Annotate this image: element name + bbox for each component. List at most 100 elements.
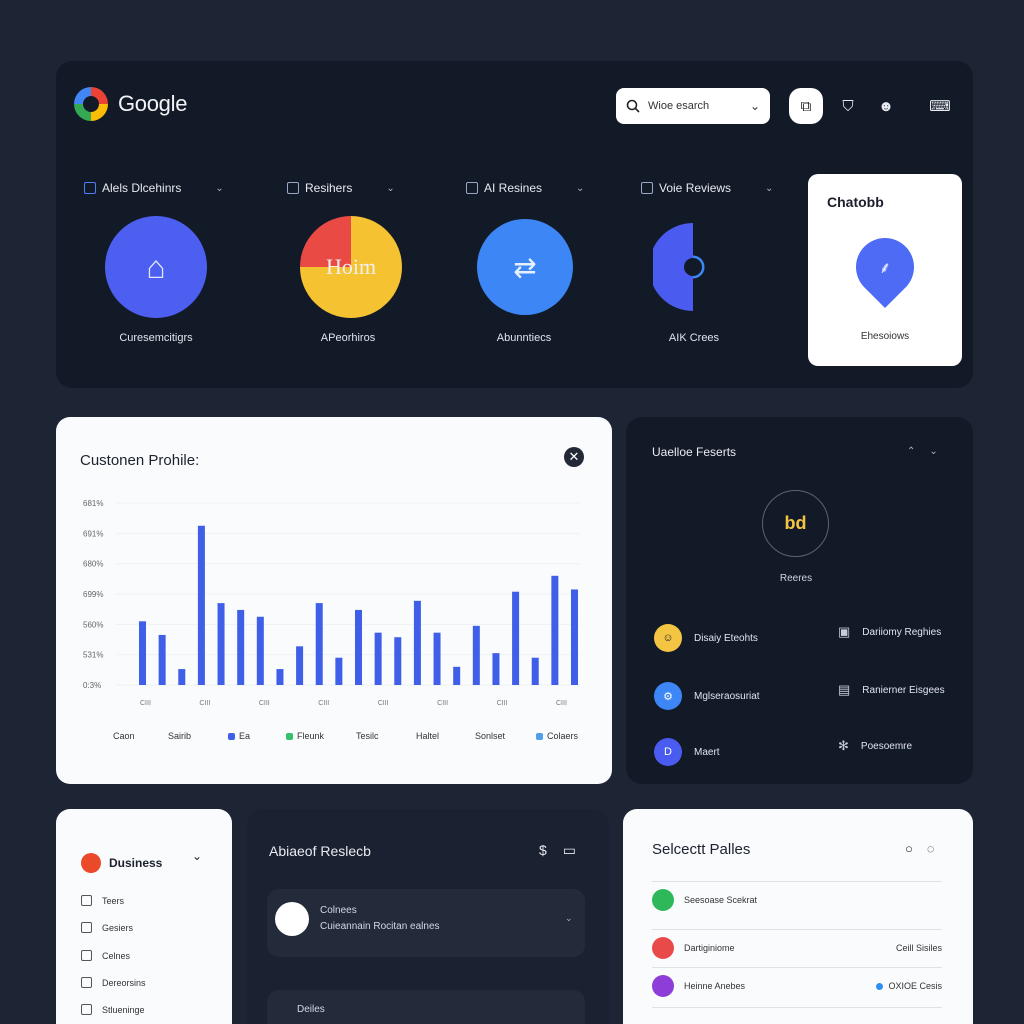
item-label: Ranierner Eisgees	[862, 684, 945, 696]
chart-bar[interactable]	[433, 632, 441, 685]
x-tick-label: CIII	[497, 700, 508, 707]
shield-button[interactable]: ⛉	[831, 88, 865, 124]
nav-label: Teers	[102, 895, 125, 906]
row-label: Seesoase Scekrat	[684, 895, 758, 905]
google-logo-icon	[74, 87, 108, 121]
chart-bar[interactable]	[335, 657, 343, 685]
list-item[interactable]: D Maert	[654, 738, 720, 766]
dollar-icon[interactable]: $	[539, 842, 563, 858]
chevron-down-icon[interactable]: ⌄	[929, 446, 952, 457]
nav-item[interactable]: Stlueninge	[81, 1004, 145, 1015]
badge-icon[interactable]: bd	[762, 490, 829, 557]
mask-button[interactable]: ☻	[869, 88, 903, 124]
legend-item[interactable]: Sonlset	[475, 731, 506, 741]
category-circle-1[interactable]: ⌂	[105, 216, 207, 318]
chevron-down-icon[interactable]: ⌄	[192, 849, 203, 863]
chart-bar[interactable]	[296, 646, 304, 685]
chatbot-card[interactable]: Chatobb ⸙ Ehesoiows	[808, 174, 962, 366]
options-icon[interactable]: ◌	[926, 841, 949, 856]
chart-bar[interactable]	[374, 632, 382, 685]
legend-item[interactable]: Ea	[228, 731, 250, 741]
item-label: Dariiomy Reghies	[862, 626, 942, 638]
google-logo[interactable]: Google	[74, 87, 187, 121]
category-label: AI Resines	[484, 181, 543, 195]
sort-arrows[interactable]: ⌃⌄	[907, 446, 952, 457]
category-tab-4[interactable]: Voie Reviews ⌄	[641, 181, 773, 195]
panel-title: Uaelloe Feserts	[652, 445, 737, 459]
legend-item[interactable]: Tesilc	[356, 731, 379, 741]
chart-bar[interactable]	[453, 666, 461, 685]
chart-bar[interactable]	[197, 525, 205, 685]
chart-bar[interactable]	[276, 669, 284, 685]
chevron-down-icon[interactable]: ⌄	[565, 913, 573, 923]
inbox-button[interactable]: ⌨	[923, 88, 957, 124]
list-item[interactable]: ✻ Poesoemre	[838, 738, 912, 754]
category-label: Alels Dlcehinrs	[102, 181, 182, 195]
chart-bar[interactable]	[217, 603, 225, 685]
chatbot-caption: Ehesoiows	[860, 331, 910, 342]
category-circle-4[interactable]	[653, 221, 723, 313]
table-row[interactable]: Seesoase Scekrat	[652, 889, 942, 911]
item-label: Disaiy Eteohts	[694, 632, 758, 644]
table-row[interactable]: Dartiginiome Ceill Sisiles	[652, 937, 942, 959]
chart-title: Custonen Prohile:	[80, 452, 200, 469]
chart-bar[interactable]	[355, 609, 362, 685]
chart-bar[interactable]	[394, 637, 402, 685]
chart-bar[interactable]	[158, 634, 166, 685]
list-item[interactable]: ☺ Disaiy Eteohts	[654, 624, 758, 652]
category-circle-3[interactable]: ⇄	[477, 219, 573, 315]
selected-panel: Selcectt Palles ○◌ Seesoase Scekrat Dart…	[623, 809, 973, 1024]
business-header[interactable]: Dusiness	[81, 853, 162, 873]
close-icon[interactable]: ✕	[564, 447, 584, 467]
chart-bar[interactable]	[413, 600, 421, 685]
nav-item[interactable]: Teers	[81, 895, 124, 906]
chart-bar[interactable]	[139, 621, 146, 685]
legend-item[interactable]: Fleunk	[286, 731, 324, 741]
doc-icon	[81, 895, 92, 906]
badge-label: Reeres	[779, 573, 813, 584]
chart-bar[interactable]	[315, 603, 323, 685]
status-dot	[876, 982, 884, 990]
chart-bar[interactable]	[492, 653, 500, 685]
legend-swatch	[536, 733, 543, 741]
tray-icon[interactable]: ▭	[562, 842, 593, 858]
legend-item[interactable]: Haltel	[416, 731, 440, 741]
list-item[interactable]: ▤ Ranierner Eisgees	[838, 682, 945, 698]
category-tab-1[interactable]: Alels Dlcehinrs ⌄	[84, 181, 224, 195]
copy-button[interactable]: ⧉	[789, 88, 823, 124]
inbox-icon: ⌨	[929, 98, 951, 115]
table-row[interactable]: Heinne Anebes OXIOE Cesis	[652, 975, 942, 997]
variance-panel: Uaelloe Feserts ⌃⌄ bd Reeres ☺ Disaiy Et…	[626, 417, 973, 784]
nav-item[interactable]: Dereorsins	[81, 977, 146, 988]
half-dial-icon	[653, 223, 705, 311]
nav-item[interactable]: Celnes	[81, 950, 130, 961]
legend-item[interactable]: Sairib	[168, 731, 192, 741]
category-circle-2[interactable]: Hoim	[300, 216, 402, 318]
circle-icon[interactable]: ○	[905, 841, 927, 856]
review-card[interactable]: Colnees Cuieannain Rocitan ealnes ⌄	[267, 889, 585, 957]
chart-bar[interactable]	[472, 625, 480, 685]
list-item[interactable]: ⚙ Mglseraosuriat	[654, 682, 760, 710]
category-caption: Abunntiecs	[496, 332, 552, 344]
chart-bar[interactable]	[531, 657, 539, 685]
item-label: Mglseraosuriat	[694, 690, 760, 702]
category-caption: AIK Crees	[668, 332, 720, 344]
chart-bar[interactable]	[178, 669, 186, 685]
nav-item[interactable]: Gesiers	[81, 922, 133, 933]
chart-bar[interactable]	[512, 591, 520, 685]
legend-item[interactable]: Colaers	[536, 731, 578, 741]
list-item[interactable]: ▣ Dariiomy Reghies	[838, 624, 941, 640]
chevron-up-icon[interactable]: ⌃	[907, 446, 930, 457]
legend-item[interactable]: Caon	[113, 731, 135, 741]
category-tab-2[interactable]: Resihers ⌄	[287, 181, 395, 195]
chart-bar[interactable]	[551, 575, 559, 685]
chart-bar[interactable]	[256, 616, 264, 685]
item-label: Poesoemre	[860, 740, 913, 752]
search-dropdown[interactable]: Wioe esarch ⌄	[616, 88, 770, 124]
chart-bar[interactable]	[237, 609, 245, 685]
card-title: Colnees	[320, 905, 357, 916]
review-card[interactable]: Deiles	[267, 990, 585, 1024]
chart-bar[interactable]	[571, 589, 578, 685]
category-tab-3[interactable]: AI Resines ⌄	[466, 181, 584, 195]
avatar	[275, 902, 309, 936]
